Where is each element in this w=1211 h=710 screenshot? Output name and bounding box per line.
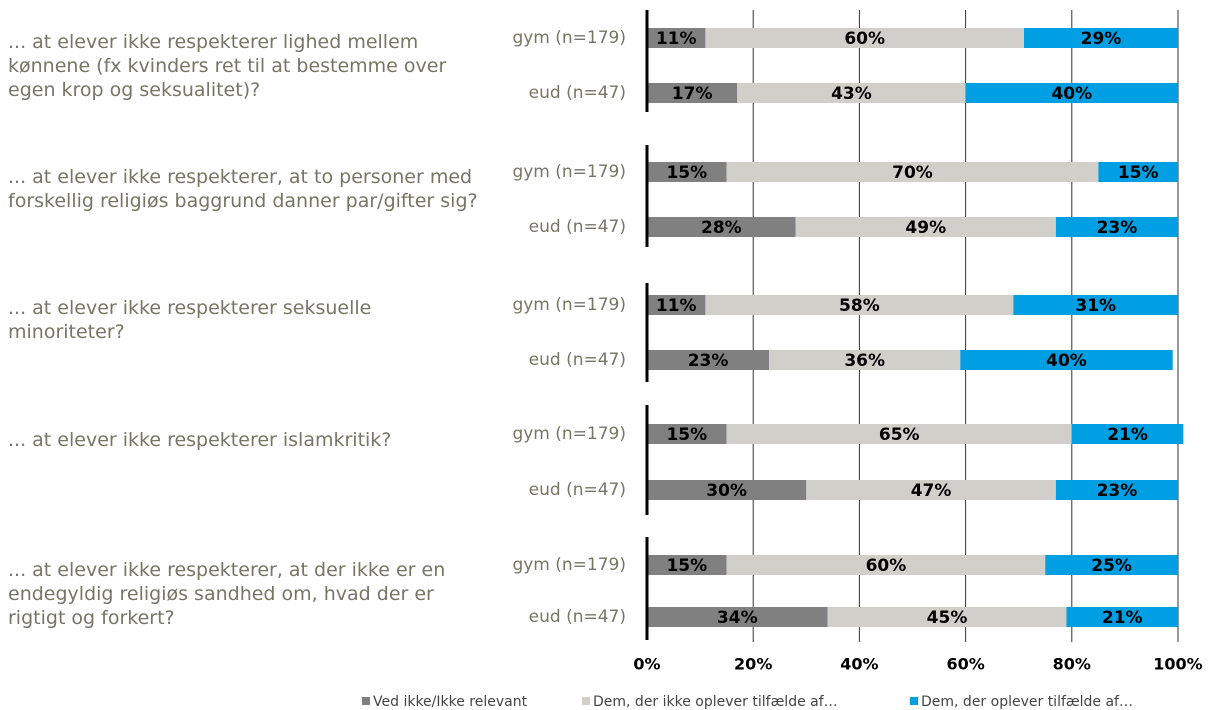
category-label: gym (n=179): [512, 28, 626, 48]
value-label: 65%: [879, 425, 920, 445]
x-tick-label: 40%: [840, 655, 878, 674]
value-label: 36%: [844, 351, 885, 371]
bar-segment: [1071, 424, 1184, 444]
bar-segment: [647, 83, 738, 103]
value-label: 40%: [1046, 351, 1087, 371]
value-label: 70%: [892, 163, 933, 183]
x-tick-label: 100%: [1153, 655, 1202, 674]
question-label: ... at elever ikke respekterer islamkrit…: [8, 429, 392, 451]
x-tick-label: 0%: [633, 655, 660, 674]
bar-segment: [827, 607, 1067, 627]
value-label: 15%: [666, 425, 707, 445]
bar-segment: [1055, 480, 1178, 500]
category-label: eud (n=47): [529, 350, 626, 370]
question-label: ... at elever ikke respekterer, at to pe…: [8, 166, 478, 212]
bar-segment: [647, 28, 706, 48]
value-label: 21%: [1102, 608, 1143, 628]
value-label: 60%: [844, 29, 885, 49]
value-label: 23%: [688, 351, 729, 371]
question-label: ... at elever ikke respekterer seksuelle…: [8, 297, 372, 343]
bar-segment: [960, 350, 1173, 370]
question-label: ... at elever ikke respekterer lighed me…: [8, 31, 447, 101]
bar-segment: [1055, 217, 1178, 237]
x-tick-label: 60%: [946, 655, 984, 674]
bar-segment: [726, 424, 1072, 444]
bar-segment: [1024, 28, 1178, 48]
category-label: eud (n=47): [529, 217, 626, 237]
bar-segment: [647, 295, 706, 315]
value-label: 15%: [666, 556, 707, 576]
value-label: 40%: [1051, 84, 1092, 104]
category-label: gym (n=179): [512, 295, 626, 315]
legend-swatch: [910, 697, 918, 705]
value-label: 34%: [717, 608, 758, 628]
question-label: ... at elever ikke respekterer, at der i…: [8, 559, 446, 629]
legend-label: Dem, der ikke oplever tilfælde af…: [593, 694, 838, 710]
value-label: 17%: [672, 84, 713, 104]
bar-segment: [647, 162, 727, 182]
bar-segment: [795, 217, 1056, 237]
bar-segment: [726, 162, 1099, 182]
value-label: 23%: [1097, 481, 1138, 501]
bar-segment: [1013, 295, 1178, 315]
category-label: eud (n=47): [529, 480, 626, 500]
legend-swatch: [582, 697, 590, 705]
value-label: 15%: [666, 163, 707, 183]
value-label: 31%: [1075, 296, 1116, 316]
value-label: 11%: [656, 29, 697, 49]
bar-segment: [647, 217, 796, 237]
value-label: 28%: [701, 218, 742, 238]
value-label: 58%: [839, 296, 880, 316]
bar-segment: [806, 480, 1056, 500]
bar-segment: [1045, 555, 1178, 575]
value-label: 25%: [1091, 556, 1132, 576]
bar-segment: [647, 607, 828, 627]
x-tick-label: 80%: [1053, 655, 1091, 674]
bar-segment: [705, 28, 1025, 48]
value-label: 60%: [866, 556, 907, 576]
value-label: 21%: [1107, 425, 1148, 445]
value-label: 47%: [911, 481, 952, 501]
legend-label: Dem, der oplever tilfælde af…: [921, 694, 1133, 710]
category-label: gym (n=179): [512, 555, 626, 575]
value-label: 30%: [706, 481, 747, 501]
category-label: eud (n=47): [529, 83, 626, 103]
value-label: 43%: [831, 84, 872, 104]
bar-segment: [726, 555, 1046, 575]
bar-segment: [647, 350, 770, 370]
value-label: 23%: [1097, 218, 1138, 238]
bar-segment: [737, 83, 966, 103]
value-label: 15%: [1118, 163, 1159, 183]
value-label: 49%: [905, 218, 946, 238]
bar-segment: [1098, 162, 1178, 182]
category-label: gym (n=179): [512, 424, 626, 444]
bar-segment: [1066, 607, 1178, 627]
bar-segment: [647, 555, 727, 575]
bar-segment: [705, 295, 1014, 315]
bar-segment: [769, 350, 961, 370]
legend-swatch: [362, 697, 370, 705]
category-label: gym (n=179): [512, 162, 626, 182]
x-tick-label: 20%: [734, 655, 772, 674]
value-label: 11%: [656, 296, 697, 316]
bar-segment: [647, 424, 727, 444]
legend-label: Ved ikke/Ikke relevant: [373, 694, 528, 710]
category-label: eud (n=47): [529, 607, 626, 627]
bar-segment: [965, 83, 1178, 103]
value-label: 29%: [1081, 29, 1122, 49]
value-label: 45%: [927, 608, 968, 628]
bar-segment: [647, 480, 807, 500]
